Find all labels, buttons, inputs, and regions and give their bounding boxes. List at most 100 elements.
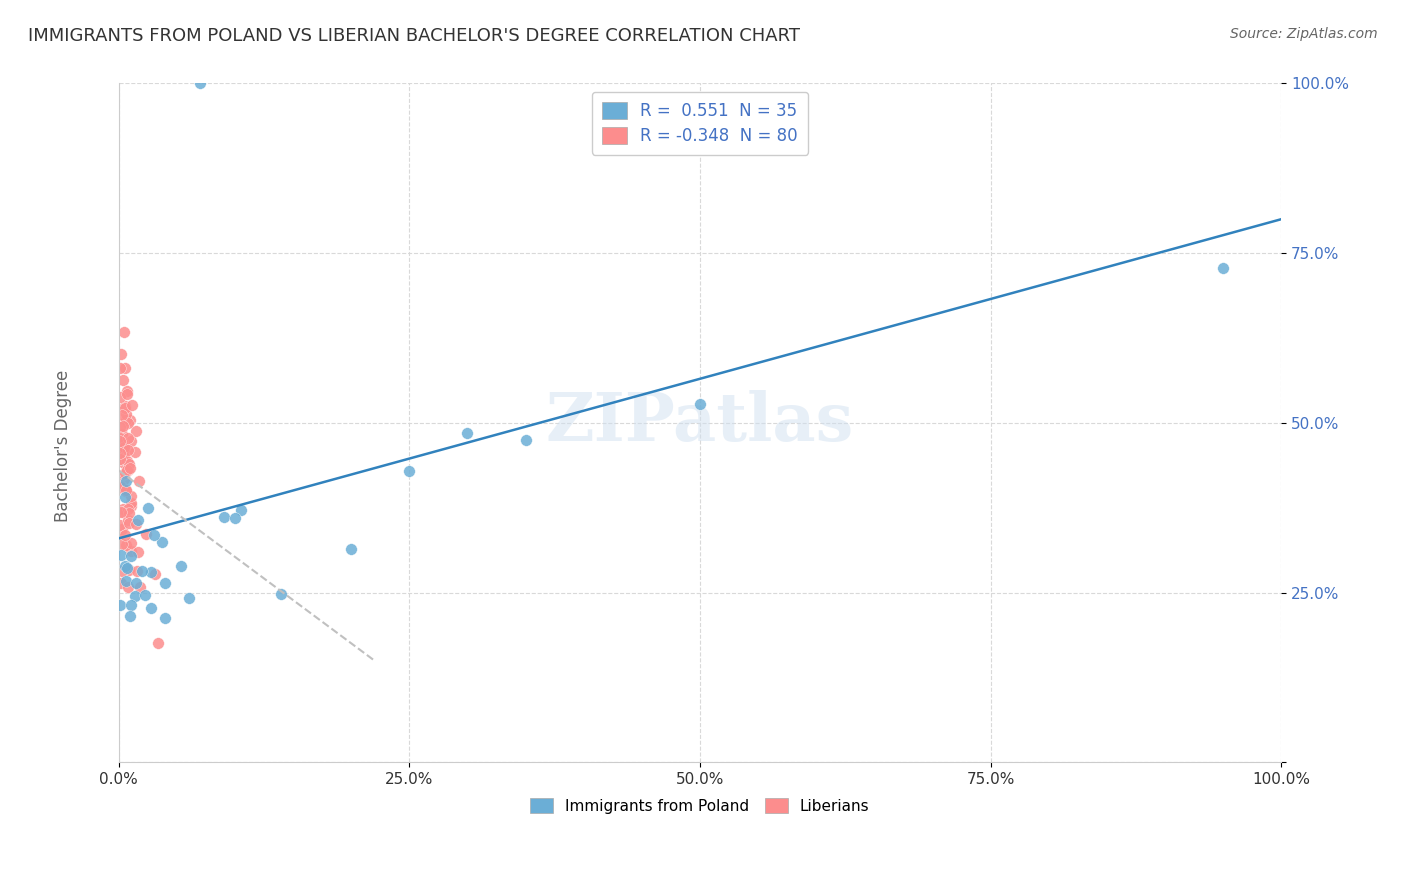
Liberians	[115, 483, 138, 497]
Liberians	[114, 399, 136, 413]
Immigrants from Poland	[139, 600, 162, 615]
Liberians	[114, 401, 136, 415]
Liberians	[114, 538, 136, 552]
Liberians	[121, 398, 143, 412]
Liberians	[108, 432, 131, 446]
Immigrants from Poland	[120, 608, 142, 623]
Immigrants from Poland	[114, 475, 136, 489]
Liberians	[117, 431, 139, 445]
Liberians	[111, 408, 134, 422]
Liberians	[120, 496, 142, 510]
Liberians	[108, 517, 131, 532]
Immigrants from Poland	[139, 565, 162, 579]
Liberians	[146, 636, 169, 650]
Immigrants from Poland	[155, 611, 177, 625]
Liberians	[112, 442, 135, 457]
Immigrants from Poland	[515, 433, 537, 447]
Immigrants from Poland	[150, 535, 173, 549]
Immigrants from Poland	[212, 510, 235, 524]
Liberians	[110, 451, 132, 466]
Liberians	[108, 434, 131, 448]
Liberians	[125, 424, 148, 438]
Liberians	[117, 384, 139, 399]
Liberians	[110, 505, 132, 519]
Immigrants from Poland	[114, 559, 136, 574]
Immigrants from Poland	[398, 464, 420, 478]
Liberians	[112, 440, 135, 454]
Liberians	[110, 479, 132, 493]
Liberians	[110, 482, 132, 496]
Liberians	[118, 458, 141, 472]
Liberians	[128, 474, 150, 488]
Liberians	[120, 489, 142, 503]
Liberians	[120, 536, 142, 550]
Liberians	[127, 545, 149, 559]
Immigrants from Poland	[134, 588, 156, 602]
Liberians	[120, 544, 142, 558]
Liberians	[117, 442, 139, 457]
Text: ZIPatlas: ZIPatlas	[546, 391, 853, 456]
Immigrants from Poland	[177, 591, 200, 605]
Immigrants from Poland	[120, 549, 142, 563]
Liberians	[111, 373, 134, 387]
Immigrants from Poland	[108, 599, 131, 613]
Immigrants from Poland	[456, 425, 478, 440]
Liberians	[110, 445, 132, 459]
Liberians	[114, 407, 136, 421]
Immigrants from Poland	[131, 564, 153, 578]
Liberians	[114, 466, 136, 480]
Liberians	[118, 460, 141, 475]
Text: Bachelor's Degree: Bachelor's Degree	[55, 370, 72, 522]
Liberians	[110, 346, 132, 360]
Liberians	[112, 505, 135, 519]
Immigrants from Poland	[229, 503, 252, 517]
Immigrants from Poland	[689, 397, 711, 411]
Immigrants from Poland	[114, 574, 136, 589]
Immigrants from Poland	[125, 576, 148, 591]
Liberians	[112, 325, 135, 339]
Immigrants from Poland	[120, 598, 142, 612]
Liberians	[145, 566, 167, 581]
Liberians	[111, 419, 134, 434]
Liberians	[118, 563, 141, 577]
Liberians	[112, 483, 135, 498]
Liberians	[111, 537, 134, 551]
Liberians	[110, 450, 132, 465]
Liberians	[110, 480, 132, 494]
Liberians	[118, 516, 141, 530]
Legend: Immigrants from Poland, Liberians: Immigrants from Poland, Liberians	[522, 789, 879, 822]
Immigrants from Poland	[142, 528, 165, 542]
Liberians	[111, 564, 134, 578]
Liberians	[115, 387, 138, 401]
Liberians	[111, 435, 134, 450]
Liberians	[120, 434, 142, 449]
Liberians	[117, 512, 139, 526]
Liberians	[108, 420, 131, 434]
Liberians	[117, 502, 139, 516]
Liberians	[118, 413, 141, 427]
Liberians	[128, 580, 150, 594]
Liberians	[115, 463, 138, 477]
Liberians	[114, 483, 136, 498]
Liberians	[108, 390, 131, 404]
Liberians	[112, 473, 135, 487]
Liberians	[108, 452, 131, 467]
Liberians	[112, 502, 135, 516]
Immigrants from Poland	[224, 511, 246, 525]
Liberians	[111, 443, 134, 458]
Text: Source: ZipAtlas.com: Source: ZipAtlas.com	[1230, 27, 1378, 41]
Text: IMMIGRANTS FROM POLAND VS LIBERIAN BACHELOR'S DEGREE CORRELATION CHART: IMMIGRANTS FROM POLAND VS LIBERIAN BACHE…	[28, 27, 800, 45]
Liberians	[118, 506, 141, 520]
Immigrants from Poland	[114, 491, 136, 505]
Liberians	[110, 576, 132, 591]
Liberians	[115, 484, 138, 499]
Immigrants from Poland	[124, 589, 146, 603]
Immigrants from Poland	[115, 561, 138, 575]
Immigrants from Poland	[1212, 260, 1234, 275]
Liberians	[111, 427, 134, 442]
Liberians	[112, 467, 135, 482]
Immigrants from Poland	[170, 559, 193, 574]
Liberians	[117, 580, 139, 594]
Liberians	[111, 522, 134, 536]
Immigrants from Poland	[188, 77, 211, 91]
